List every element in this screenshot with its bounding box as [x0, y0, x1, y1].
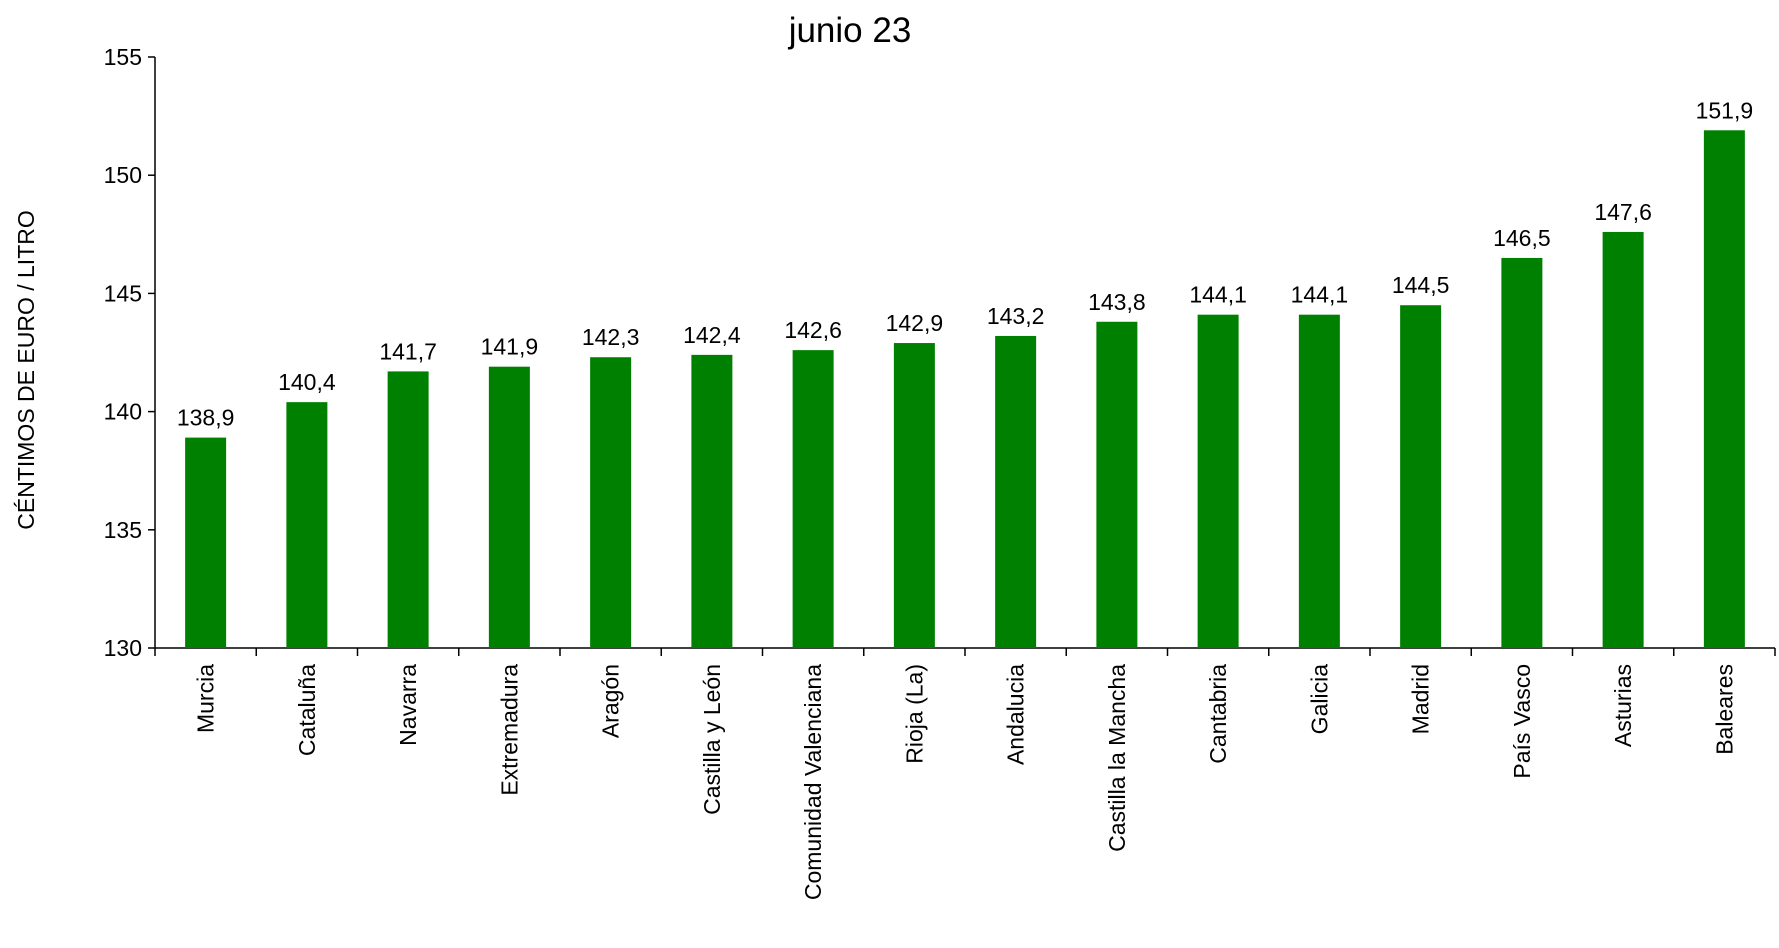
category-label: Castilla y León: [699, 664, 725, 815]
x-axis: [154, 647, 1776, 656]
y-axis: 130 135 140 145 150 155: [104, 44, 156, 661]
category-label: Extremadura: [496, 664, 522, 796]
data-label: 142,6: [784, 317, 842, 343]
bar: [691, 354, 733, 648]
category-label: Madrid: [1408, 664, 1434, 734]
category-label: Aragón: [598, 664, 624, 738]
bar: [488, 366, 530, 648]
category-label: Castilla la Mancha: [1104, 664, 1130, 852]
category-label: Comunidad Valenciana: [800, 664, 826, 900]
category-labels-group: Murcia Cataluña Navarra Extremadura Aragón Ca…: [193, 664, 1738, 900]
data-label: 141,7: [379, 338, 437, 364]
data-label: 141,9: [481, 334, 539, 360]
bar: [1501, 257, 1543, 648]
chart-title: junio 23: [788, 11, 912, 50]
y-axis-label: CÉNTIMOS DE EURO / LITRO: [13, 210, 39, 529]
data-label: 144,1: [1291, 282, 1349, 308]
data-label: 147,6: [1594, 199, 1652, 225]
bar: [387, 371, 429, 648]
category-label: Baleares: [1711, 664, 1737, 755]
category-label: País Vasco: [1509, 664, 1535, 779]
category-label: Andalucia: [1003, 664, 1029, 765]
bar: [185, 437, 227, 648]
bar: [1602, 231, 1644, 648]
data-label: 142,3: [582, 324, 640, 350]
data-label: 143,2: [987, 303, 1045, 329]
bar: [1197, 314, 1239, 648]
category-label: Navarra: [395, 664, 421, 746]
category-label: Murcia: [193, 664, 219, 733]
y-tick-label: 135: [104, 517, 142, 543]
y-tick-label: 130: [104, 635, 142, 661]
category-label: Asturias: [1610, 664, 1636, 747]
bar: [1400, 305, 1442, 648]
y-tick-label: 140: [104, 399, 142, 425]
data-label: 146,5: [1493, 225, 1551, 251]
bar: [1703, 130, 1745, 648]
bar: [995, 335, 1037, 648]
category-label: Cataluña: [294, 664, 320, 756]
y-tick-label: 150: [104, 162, 142, 188]
bar: [792, 350, 834, 648]
data-label: 142,9: [886, 310, 944, 336]
category-label: Galicia: [1306, 664, 1332, 735]
data-label: 144,5: [1392, 272, 1450, 298]
bar: [590, 357, 632, 648]
bar: [286, 402, 328, 648]
y-tick-label: 155: [104, 44, 142, 70]
bars-group: [185, 130, 1745, 648]
category-label: Cantabria: [1205, 664, 1231, 764]
data-label: 151,9: [1696, 97, 1754, 123]
data-labels-group: 138,9 140,4 141,7 141,9 142,3 142,4 142,6 142,9…: [177, 97, 1753, 430]
data-label: 138,9: [177, 405, 235, 431]
data-label: 142,4: [683, 322, 741, 348]
data-label: 144,1: [1189, 282, 1247, 308]
bar: [1096, 321, 1138, 648]
bar: [893, 343, 935, 648]
bar: [1298, 314, 1340, 648]
data-label: 140,4: [278, 369, 336, 395]
data-label: 143,8: [1088, 289, 1146, 315]
category-label: Rioja (La): [901, 664, 927, 764]
y-tick-label: 145: [104, 280, 142, 306]
